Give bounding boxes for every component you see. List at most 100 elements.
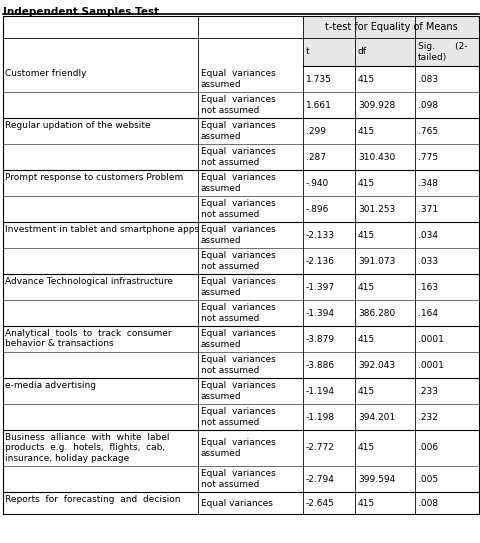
Text: -2.645: -2.645 (305, 498, 334, 508)
Text: -1.198: -1.198 (305, 413, 335, 421)
Text: 392.043: 392.043 (357, 361, 394, 369)
Text: .0001: .0001 (417, 361, 443, 369)
Text: 1.735: 1.735 (305, 74, 331, 84)
Text: Equal  variances
assumed: Equal variances assumed (201, 438, 275, 458)
Text: -.896: -.896 (305, 205, 329, 213)
Text: Equal  variances
assumed: Equal variances assumed (201, 277, 275, 296)
Text: 386.280: 386.280 (357, 308, 395, 318)
Text: -3.886: -3.886 (305, 361, 335, 369)
Text: 415: 415 (357, 179, 374, 187)
Text: .299: .299 (305, 127, 325, 136)
Text: 415: 415 (357, 387, 374, 395)
Text: 415: 415 (357, 282, 374, 292)
Bar (3, 248, 478, 274)
Text: 394.201: 394.201 (357, 413, 394, 421)
Bar (3, 300, 478, 326)
Text: .163: .163 (417, 282, 437, 292)
Text: .371: .371 (417, 205, 437, 213)
Text: 309.928: 309.928 (357, 100, 395, 110)
Text: Equal  variances
assumed: Equal variances assumed (201, 225, 275, 245)
Bar (302, 38, 478, 66)
Bar (3, 492, 478, 514)
Text: .008: .008 (417, 498, 437, 508)
Text: .083: .083 (417, 74, 437, 84)
Text: Equal  variances
not assumed: Equal variances not assumed (201, 355, 275, 375)
Text: Equal  variances
assumed: Equal variances assumed (201, 70, 275, 89)
Text: -2.794: -2.794 (305, 475, 334, 483)
Text: .232: .232 (417, 413, 437, 421)
Text: Equal  variances
not assumed: Equal variances not assumed (201, 407, 275, 427)
Bar (3, 92, 478, 118)
Text: -2.133: -2.133 (305, 230, 334, 239)
Bar (3, 118, 478, 144)
Text: .0001: .0001 (417, 334, 443, 344)
Text: Equal  variances
not assumed: Equal variances not assumed (201, 251, 275, 271)
Text: Equal  variances
assumed: Equal variances assumed (201, 173, 275, 193)
Text: -1.194: -1.194 (305, 387, 334, 395)
Bar (3, 466, 478, 492)
Bar (3, 352, 478, 378)
Bar (302, 16, 478, 38)
Text: .164: .164 (417, 308, 437, 318)
Text: -.940: -.940 (305, 179, 329, 187)
Text: .033: .033 (417, 256, 437, 266)
Text: Analytical  tools  to  track  consumer
behavior & transactions: Analytical tools to track consumer behav… (5, 329, 171, 349)
Text: Investment in tablet and smartphone apps: Investment in tablet and smartphone apps (5, 225, 199, 234)
Text: 415: 415 (357, 334, 374, 344)
Text: .233: .233 (417, 387, 437, 395)
Text: 391.073: 391.073 (357, 256, 395, 266)
Text: Equal  variances
not assumed: Equal variances not assumed (201, 147, 275, 167)
Text: .034: .034 (417, 230, 437, 239)
Text: 415: 415 (357, 127, 374, 136)
Text: -1.394: -1.394 (305, 308, 334, 318)
Bar (3, 196, 478, 222)
Bar (3, 222, 478, 248)
Text: 415: 415 (357, 444, 374, 452)
Text: Business  alliance  with  white  label
products  e.g.  hotels,  flights,  cab,
i: Business alliance with white label produ… (5, 433, 169, 463)
Text: .287: .287 (305, 153, 325, 161)
Text: Sig.       (2-
tailed): Sig. (2- tailed) (417, 42, 467, 62)
Bar (3, 274, 478, 300)
Text: Equal  variances
assumed: Equal variances assumed (201, 329, 275, 349)
Text: .775: .775 (417, 153, 437, 161)
Bar (3, 170, 478, 196)
Text: 310.430: 310.430 (357, 153, 395, 161)
Text: Advance Technological infrastructure: Advance Technological infrastructure (5, 277, 173, 286)
Bar (3, 144, 478, 170)
Text: 415: 415 (357, 498, 374, 508)
Bar (3, 404, 478, 430)
Text: Prompt response to customers Problem: Prompt response to customers Problem (5, 173, 183, 182)
Text: Regular updation of the website: Regular updation of the website (5, 121, 150, 130)
Text: 399.594: 399.594 (357, 475, 395, 483)
Text: 415: 415 (357, 74, 374, 84)
Text: 415: 415 (357, 230, 374, 239)
Bar (3, 430, 478, 466)
Text: df: df (357, 47, 366, 56)
Text: -2.772: -2.772 (305, 444, 334, 452)
Text: t: t (305, 47, 309, 56)
Text: Equal  variances
not assumed: Equal variances not assumed (201, 96, 275, 115)
Text: Equal  variances
assumed: Equal variances assumed (201, 381, 275, 401)
Text: -3.879: -3.879 (305, 334, 335, 344)
Text: .005: .005 (417, 475, 437, 483)
Text: -2.136: -2.136 (305, 256, 334, 266)
Text: Customer friendly: Customer friendly (5, 69, 86, 78)
Text: .006: .006 (417, 444, 437, 452)
Text: 301.253: 301.253 (357, 205, 395, 213)
Text: e-media advertising: e-media advertising (5, 381, 96, 390)
Text: Equal  variances
not assumed: Equal variances not assumed (201, 199, 275, 219)
Text: Equal variances: Equal variances (201, 498, 272, 508)
Bar (3, 378, 478, 404)
Text: .098: .098 (417, 100, 437, 110)
Text: Equal  variances
not assumed: Equal variances not assumed (201, 469, 275, 489)
Bar (3, 326, 478, 352)
Text: Independent Samples Test: Independent Samples Test (3, 7, 159, 17)
Text: t-test for Equality of Means: t-test for Equality of Means (324, 22, 456, 32)
Bar (3, 66, 478, 92)
Text: -1.397: -1.397 (305, 282, 335, 292)
Text: 1.661: 1.661 (305, 100, 331, 110)
Text: Reports  for  forecasting  and  decision: Reports for forecasting and decision (5, 495, 180, 504)
Text: Equal  variances
not assumed: Equal variances not assumed (201, 304, 275, 323)
Text: Equal  variances
assumed: Equal variances assumed (201, 121, 275, 141)
Text: .765: .765 (417, 127, 437, 136)
